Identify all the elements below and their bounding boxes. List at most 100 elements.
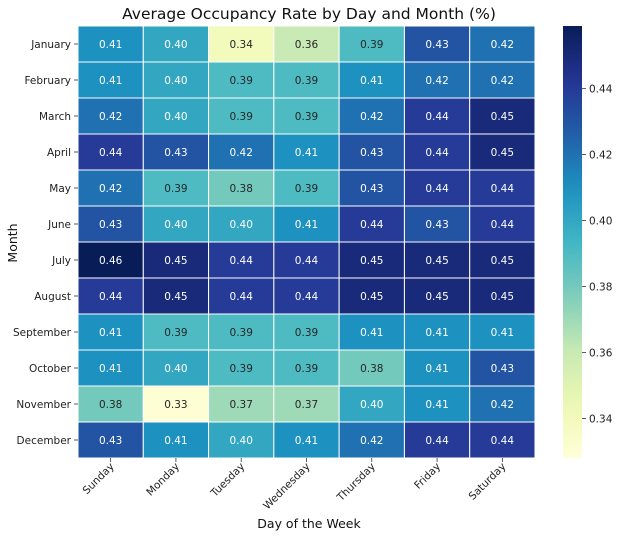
heatmap-cell [77, 241, 144, 279]
cell-value-label: 0.45 [164, 255, 187, 267]
cell-value-label: 0.45 [491, 147, 514, 159]
cell-value-label: 0.40 [164, 363, 187, 375]
heatmap-cell [77, 421, 144, 459]
cell-value-label: 0.45 [360, 291, 383, 303]
cell-value-label: 0.45 [425, 255, 448, 267]
cell-value-label: 0.33 [164, 399, 187, 411]
cell-value-label: 0.44 [295, 255, 319, 267]
heatmap-cell [273, 385, 340, 423]
cell-value-label: 0.45 [491, 111, 514, 123]
cell-value-label: 0.39 [360, 39, 383, 51]
y-tick-label: January [30, 39, 71, 51]
cell-value-label: 0.43 [360, 183, 383, 195]
heatmap-cell [403, 349, 471, 387]
heatmap-cell [469, 421, 536, 459]
cell-value-label: 0.41 [99, 39, 122, 51]
cell-value-label: 0.41 [491, 327, 514, 339]
cell-value-label: 0.44 [99, 147, 123, 159]
cell-value-label: 0.39 [295, 327, 318, 339]
heatmap-cell [142, 205, 210, 243]
cell-value-label: 0.40 [360, 399, 383, 411]
heatmap-cell [338, 61, 405, 99]
cell-value-label: 0.42 [425, 75, 448, 87]
cell-value-label: 0.45 [491, 291, 514, 303]
cell-value-label: 0.40 [164, 39, 187, 51]
cell-value-label: 0.44 [491, 183, 515, 195]
cell-value-label: 0.41 [99, 75, 122, 87]
y-tick-label: December [17, 435, 72, 447]
cell-value-label: 0.44 [491, 219, 515, 231]
cell-value-label: 0.42 [360, 435, 383, 447]
cell-value-label: 0.44 [425, 183, 449, 195]
cell-value-label: 0.43 [99, 219, 122, 231]
heatmap-cell [338, 205, 405, 243]
colorbar-tick-label: 0.42 [589, 150, 612, 162]
cell-value-label: 0.39 [230, 327, 253, 339]
heatmap-cell [142, 277, 210, 315]
heatmap-cell [77, 349, 144, 387]
cell-value-label: 0.40 [164, 111, 187, 123]
y-tick-label: April [47, 147, 71, 159]
heatmap-cell [338, 277, 405, 315]
y-tick-label: October [29, 363, 72, 375]
colorbar-tick-label: 0.34 [589, 413, 613, 425]
heatmap-cell [273, 421, 340, 459]
cell-value-label: 0.41 [295, 147, 318, 159]
heatmap-cell [142, 25, 210, 63]
cell-value-label: 0.41 [295, 435, 318, 447]
heatmap-cell [469, 277, 536, 315]
heatmap-cell [208, 97, 275, 135]
x-tick-label: Friday [412, 461, 443, 492]
heatmap-cell [77, 205, 144, 243]
cell-value-label: 0.41 [360, 327, 383, 339]
heatmap-cell [208, 313, 275, 351]
x-tick-label: Wednesday [261, 461, 312, 512]
cell-value-label: 0.42 [99, 183, 122, 195]
cell-value-label: 0.42 [99, 111, 122, 123]
cell-value-label: 0.42 [491, 39, 514, 51]
cell-value-label: 0.39 [295, 111, 318, 123]
heatmap-cell [273, 277, 340, 315]
x-axis-ticks: Sunday Monday Tuesday Wednesday Thursday Frid… [80, 458, 508, 512]
y-tick-label: August [34, 291, 71, 303]
heatmap-cell [77, 169, 144, 207]
x-tick-label: Tuesday [208, 461, 247, 500]
cell-value-label: 0.39 [295, 183, 318, 195]
heatmap-cell [469, 97, 536, 135]
y-axis-title: Month [5, 223, 20, 262]
cell-value-label: 0.43 [164, 147, 187, 159]
heatmap-cell [208, 385, 275, 423]
y-tick-label: September [13, 327, 72, 339]
cell-value-label: 0.46 [99, 255, 123, 267]
heatmap-cell [208, 169, 275, 207]
heatmap-cell [208, 61, 275, 99]
colorbar-tick-label: 0.38 [589, 282, 612, 294]
heatmap-cell [469, 385, 536, 423]
cell-value-label: 0.36 [295, 39, 319, 51]
heatmap-cell [469, 205, 536, 243]
cell-value-label: 0.44 [230, 291, 254, 303]
y-tick-label: June [47, 219, 71, 231]
cell-value-label: 0.44 [425, 111, 449, 123]
cell-value-label: 0.43 [425, 39, 448, 51]
heatmap-cell [273, 205, 340, 243]
cell-value-label: 0.44 [425, 147, 449, 159]
cell-value-label: 0.45 [360, 255, 383, 267]
cell-value-label: 0.41 [425, 399, 448, 411]
colorbar-tick-label: 0.40 [589, 216, 612, 228]
x-axis-title: Day of the Week [257, 516, 361, 531]
cell-value-label: 0.38 [360, 363, 383, 375]
cell-value-label: 0.40 [230, 219, 253, 231]
heatmap-cell [403, 277, 471, 315]
cell-value-label: 0.34 [230, 39, 254, 51]
heatmap-cells [77, 25, 536, 459]
heatmap-cell [273, 349, 340, 387]
cell-value-label: 0.39 [230, 363, 253, 375]
heatmap-cell [273, 241, 340, 279]
heatmap-cell [273, 97, 340, 135]
heatmap-cell [403, 97, 471, 135]
cell-value-label: 0.45 [164, 291, 187, 303]
cell-value-label: 0.38 [99, 399, 122, 411]
heatmap-cell [208, 349, 275, 387]
cell-value-label: 0.44 [295, 291, 319, 303]
